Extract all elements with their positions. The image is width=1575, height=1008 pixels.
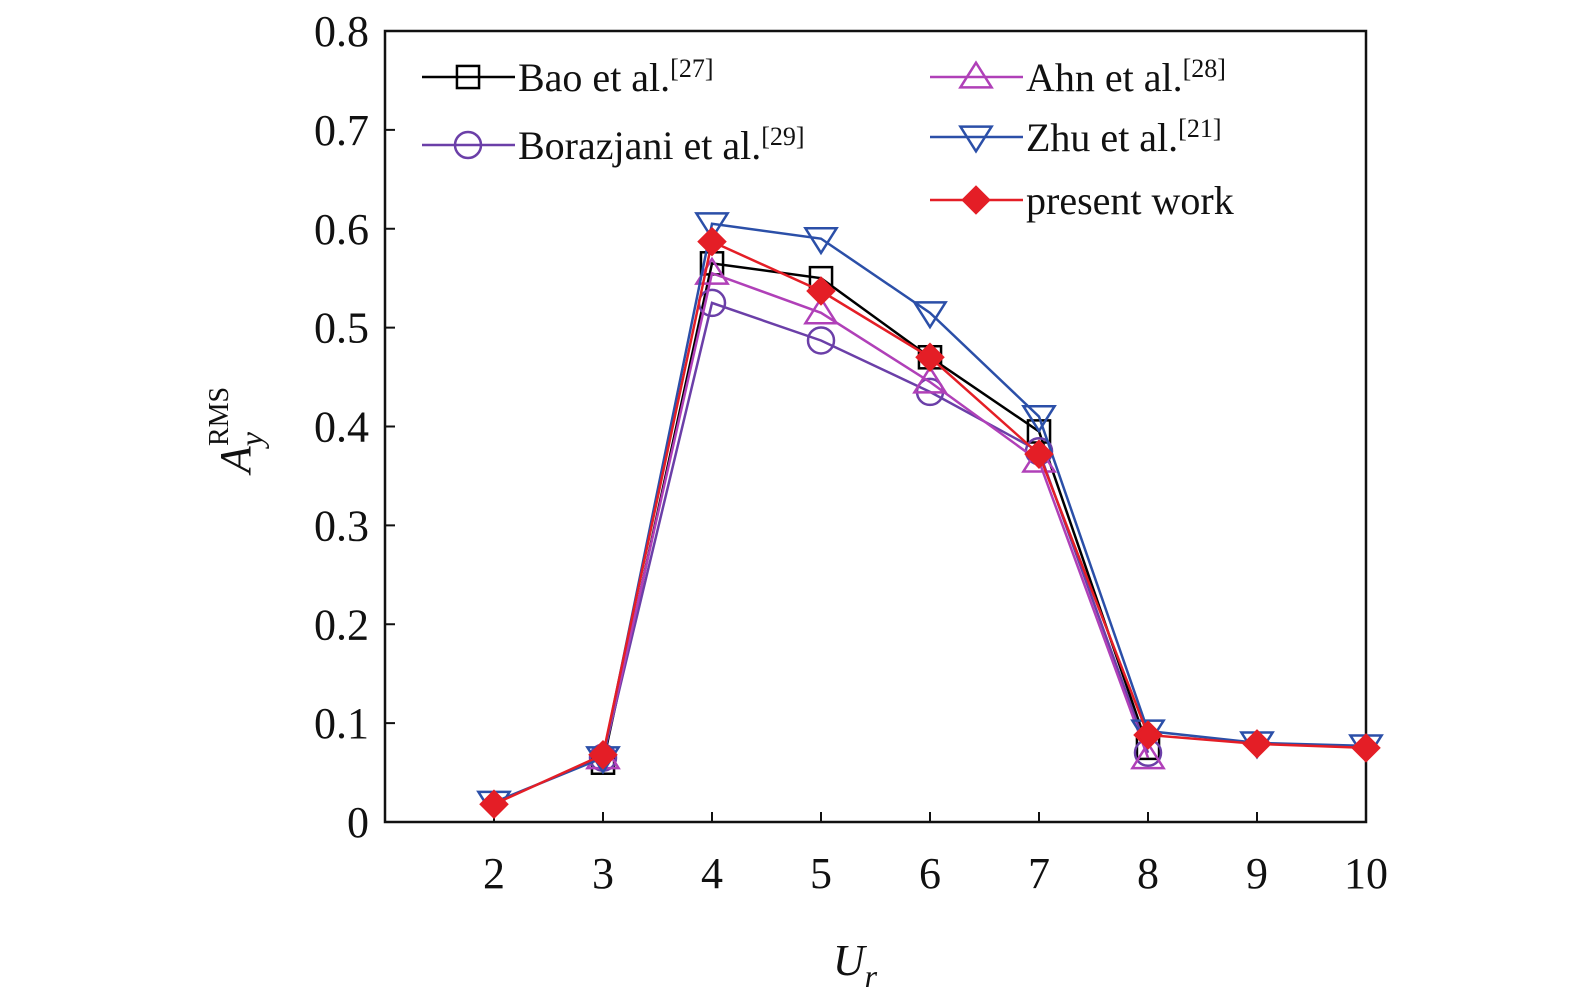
- x-tick-label: 7: [1028, 849, 1050, 898]
- x-tick-label: 8: [1137, 849, 1159, 898]
- y-label-main: A: [211, 445, 260, 476]
- legend-marker: [958, 60, 994, 89]
- x-label-main: U: [833, 936, 868, 985]
- x-tick-label: 2: [483, 849, 505, 898]
- legend-ref: [29]: [761, 122, 804, 151]
- legend-ref: [21]: [1178, 114, 1221, 143]
- marker: [912, 301, 948, 330]
- marker: [1024, 439, 1054, 469]
- legend-marker: [961, 185, 991, 215]
- legend-marker: [453, 130, 483, 160]
- legend-name: present work: [1026, 178, 1234, 223]
- series-line: [493, 222, 1367, 804]
- marker: [588, 739, 618, 770]
- series-line: [601, 261, 1150, 763]
- series-line: [601, 271, 1150, 759]
- legend-label: Ahn et al.[28]: [1026, 54, 1226, 100]
- x-tick-label: 10: [1344, 849, 1388, 898]
- legend-ref: [28]: [1183, 54, 1226, 83]
- series: [588, 288, 1163, 772]
- x-tick-label: 9: [1246, 849, 1268, 898]
- x-tick-label: 4: [701, 849, 723, 898]
- marker: [1130, 741, 1166, 770]
- marker: [1242, 729, 1272, 759]
- marker: [915, 342, 945, 373]
- x-tick-label: 6: [919, 849, 941, 898]
- x-label-sub: r: [865, 958, 878, 994]
- series: [585, 256, 1166, 770]
- y-tick-label: 0: [347, 798, 369, 847]
- marker: [803, 296, 839, 325]
- marker: [1351, 733, 1381, 763]
- marker: [806, 276, 836, 306]
- legend-name: Bao et al.: [518, 55, 670, 100]
- marker: [697, 226, 727, 257]
- y-tick-label: 0.7: [314, 106, 369, 155]
- y-tick-label: 0.4: [314, 403, 369, 452]
- legend-name: Borazjani et al.: [518, 123, 761, 168]
- legend-marker: [958, 125, 994, 154]
- y-tick-label: 0.6: [314, 205, 369, 254]
- x-tick-label: 3: [592, 849, 614, 898]
- legend-marker: [455, 64, 481, 90]
- marker: [1021, 404, 1057, 434]
- y-tick-label: 0.2: [314, 600, 369, 649]
- marker: [1133, 720, 1163, 750]
- y-tick-label: 0.8: [314, 7, 369, 56]
- marker: [912, 365, 948, 394]
- y-tick-label: 0.5: [314, 304, 369, 353]
- marker: [803, 226, 839, 256]
- series: [590, 251, 1161, 775]
- marker: [479, 789, 509, 819]
- y-tick-label: 0.3: [314, 501, 369, 550]
- legend-label: Bao et al.[27]: [518, 54, 714, 100]
- series: [479, 226, 1381, 819]
- marker: [694, 256, 730, 285]
- legend-name: Ahn et al.: [1026, 55, 1183, 100]
- legend-ref: [27]: [670, 54, 713, 83]
- y-label-sub: y: [233, 431, 269, 449]
- legend-label: Borazjani et al.[29]: [518, 122, 805, 168]
- series: [476, 212, 1384, 819]
- marker: [694, 212, 730, 241]
- y-label-sup: RMS: [204, 387, 235, 446]
- marker: [806, 326, 836, 355]
- legend-name: Zhu et al.: [1026, 115, 1178, 160]
- legend-label: present work: [1026, 178, 1234, 223]
- x-tick-label: 5: [810, 849, 832, 898]
- y-axis-label: AyRMS: [204, 387, 269, 476]
- x-axis-label: Ur: [833, 936, 878, 994]
- legend-label: Zhu et al.[21]: [1026, 114, 1222, 160]
- y-tick-label: 0.1: [314, 699, 369, 748]
